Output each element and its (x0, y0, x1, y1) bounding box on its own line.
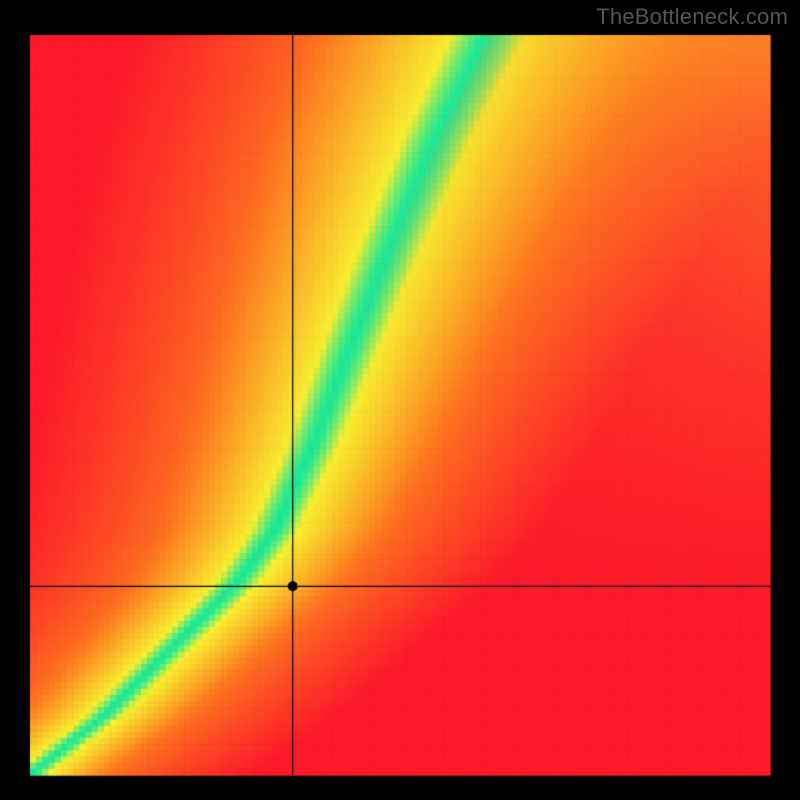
watermark-text: TheBottleneck.com (596, 4, 788, 30)
bottleneck-heatmap (0, 0, 800, 800)
